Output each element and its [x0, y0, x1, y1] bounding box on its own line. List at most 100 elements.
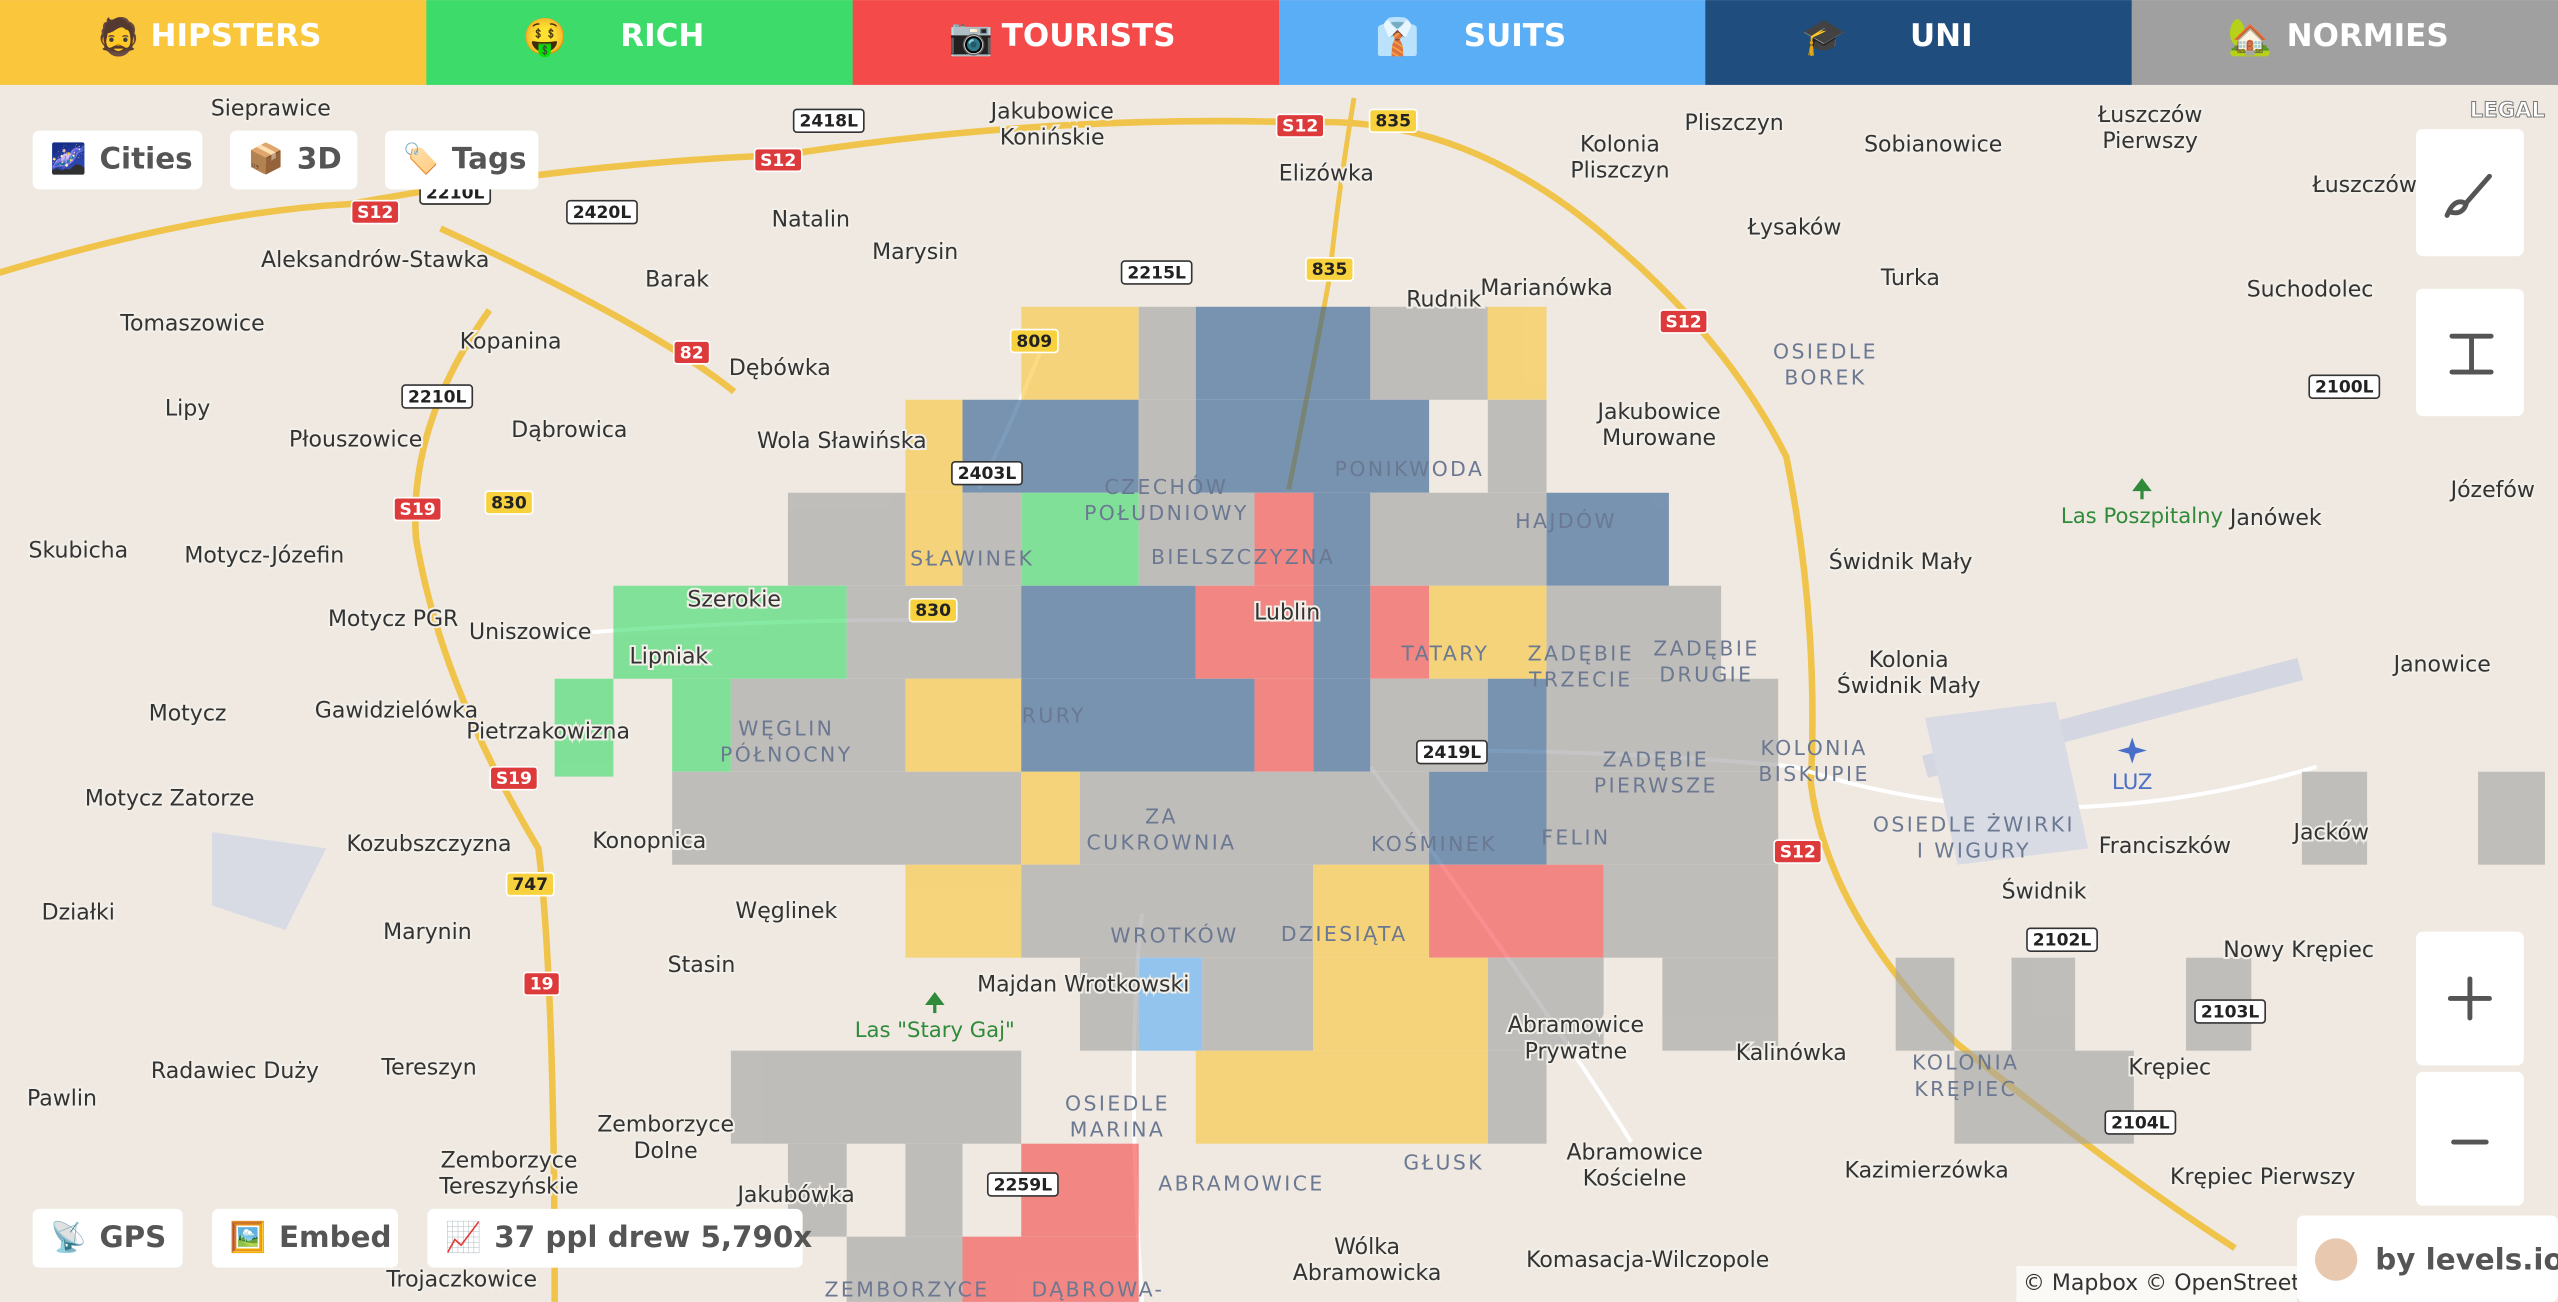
- place-label: Łysaków: [1747, 215, 1842, 240]
- tile: [1079, 957, 1139, 1051]
- road-number: 2403L: [958, 464, 1017, 484]
- tile: [1195, 399, 1430, 493]
- district-label: ZADĘBIE DRUGIE: [1653, 636, 1759, 686]
- category-tab[interactable]: 🤑 RICH: [426, 0, 854, 85]
- road-number: S12: [1780, 842, 1816, 862]
- place-label-line: Abramowice: [1567, 1140, 1703, 1165]
- place-label: Turka: [1880, 266, 1940, 291]
- park-icon: [924, 991, 945, 1014]
- control-button[interactable]: 📦 3D: [230, 130, 358, 190]
- place-label: Szerokie: [687, 587, 781, 612]
- tab-label: TOURISTS: [1002, 18, 1176, 54]
- district-label-line: POŁUDNIOWY: [1084, 501, 1249, 525]
- button-icon: 🌌: [50, 141, 87, 175]
- text-button[interactable]: [2416, 288, 2524, 417]
- tile: [672, 678, 731, 772]
- credit-text: by levels.io: [2375, 1243, 2558, 1277]
- control-button[interactable]: 🌌 Cities: [32, 130, 203, 190]
- road-shield: [522, 971, 561, 997]
- place-label: Motycz Zatorze: [85, 786, 255, 811]
- place-label-line: Zemborzyce: [597, 1113, 734, 1138]
- category-tab[interactable]: 📷 TOURISTS: [852, 0, 1280, 85]
- place-label-line: Jakubowice: [1595, 400, 1720, 425]
- place-label: Krępiec: [2128, 1056, 2211, 1081]
- control-button[interactable]: 🖼️ Embed: [212, 1208, 399, 1268]
- tab-label: SUITS: [1464, 18, 1566, 54]
- control-button[interactable]: 🏷️ Tags: [385, 130, 539, 190]
- control-button[interactable]: 📡 GPS: [32, 1208, 183, 1268]
- tile: [1021, 771, 1080, 865]
- tile: [1895, 957, 1955, 1051]
- district-label-line: OSIEDLE: [1065, 1092, 1170, 1116]
- tile: [1662, 957, 1779, 1051]
- district-label: WĘGLIN PÓŁNOCNY: [720, 716, 853, 766]
- tile: [1021, 864, 1314, 958]
- place-label: Abramowice Kościelne: [1567, 1140, 1703, 1191]
- place-label: Kalinówka: [1736, 1041, 1847, 1066]
- tile: [1487, 957, 1604, 1051]
- tab-background: [0, 0, 428, 85]
- road-shield: [908, 597, 958, 623]
- road-shield: [1275, 113, 1325, 138]
- button-glyph: [2444, 173, 2492, 218]
- brush-button[interactable]: [2416, 128, 2524, 257]
- district-label: DĄBROWA-: [1031, 1278, 1164, 1302]
- tile: [1546, 771, 1779, 865]
- place-label: Motycz-Józefin: [184, 543, 344, 568]
- tile: [1138, 306, 1196, 400]
- tile: [1429, 771, 1547, 865]
- category-tab[interactable]: 👔 SUITS: [1279, 0, 1707, 85]
- category-tab[interactable]: 🏡 NORMIES: [2131, 0, 2558, 85]
- tile: [962, 771, 1022, 865]
- tile: [1021, 678, 1255, 772]
- place-label: Janowice: [2392, 653, 2491, 678]
- tile: [2301, 771, 2368, 865]
- zoom-in-button[interactable]: [2416, 931, 2524, 1066]
- control-button[interactable]: 📈 37 ppl drew 5,790x: [427, 1208, 812, 1268]
- park-label: Las "Stary Gaj": [855, 1017, 1015, 1042]
- tile: [1313, 957, 1488, 1051]
- tile: [1195, 1050, 1488, 1144]
- district-label: KOLONIA KRĘPIEC: [1912, 1051, 2019, 1101]
- road-number: 2100L: [2315, 378, 2374, 398]
- district-label-line: ZADĘBIE: [1528, 641, 1634, 665]
- road-shield: [672, 340, 711, 365]
- tile: [1487, 306, 1547, 400]
- button-label: Embed: [279, 1220, 392, 1254]
- place-label: Motycz: [149, 702, 227, 727]
- category-tab[interactable]: 🧔 HIPSTERS: [0, 0, 428, 85]
- credit-link[interactable]: by levels.io: [2296, 1215, 2558, 1302]
- place-label: Gawidzielówka: [315, 698, 478, 723]
- tile: [1370, 585, 1430, 679]
- place-label: Rudnik: [1406, 287, 1481, 312]
- district-label: KOLONIA BISKUPIE: [1758, 736, 1869, 786]
- road-shield: [951, 460, 1023, 486]
- place-label-line: Świdnik Mały: [1837, 673, 1981, 699]
- road-shield: [753, 147, 803, 173]
- tile: [905, 492, 963, 586]
- place-label: Zemborzyce Dolne: [597, 1113, 734, 1164]
- district-label-line: CZECHÓW: [1104, 474, 1228, 499]
- zoom-out-button[interactable]: [2416, 1071, 2524, 1206]
- road-number: 835: [1375, 112, 1411, 132]
- tile: [2011, 957, 2076, 1051]
- place-label-line: Dolne: [634, 1139, 698, 1164]
- road-number: 82: [680, 343, 704, 363]
- tab-background: [1279, 0, 1707, 85]
- district-label-line: TRZECIE: [1528, 667, 1633, 691]
- category-tab[interactable]: 🎓 UNI: [1705, 0, 2133, 85]
- button-icon: 📡: [50, 1218, 87, 1254]
- place-label: Barak: [645, 268, 709, 293]
- place-label-line: Murowane: [1602, 426, 1716, 451]
- road-number: 2215L: [1127, 263, 1186, 283]
- place-label: Jakubówka: [735, 1183, 854, 1208]
- place-label: Działki: [42, 901, 115, 926]
- place-label: Świdnik: [2002, 878, 2087, 904]
- tile: [1370, 306, 1488, 400]
- tile: [1254, 678, 1314, 772]
- button-icon: 📦: [248, 141, 285, 175]
- place-label: Franciszków: [2099, 834, 2231, 859]
- tile: [1546, 585, 1722, 679]
- district-label-line: I WIGURY: [1917, 839, 2031, 863]
- tab-icon: 🏡: [2228, 17, 2273, 58]
